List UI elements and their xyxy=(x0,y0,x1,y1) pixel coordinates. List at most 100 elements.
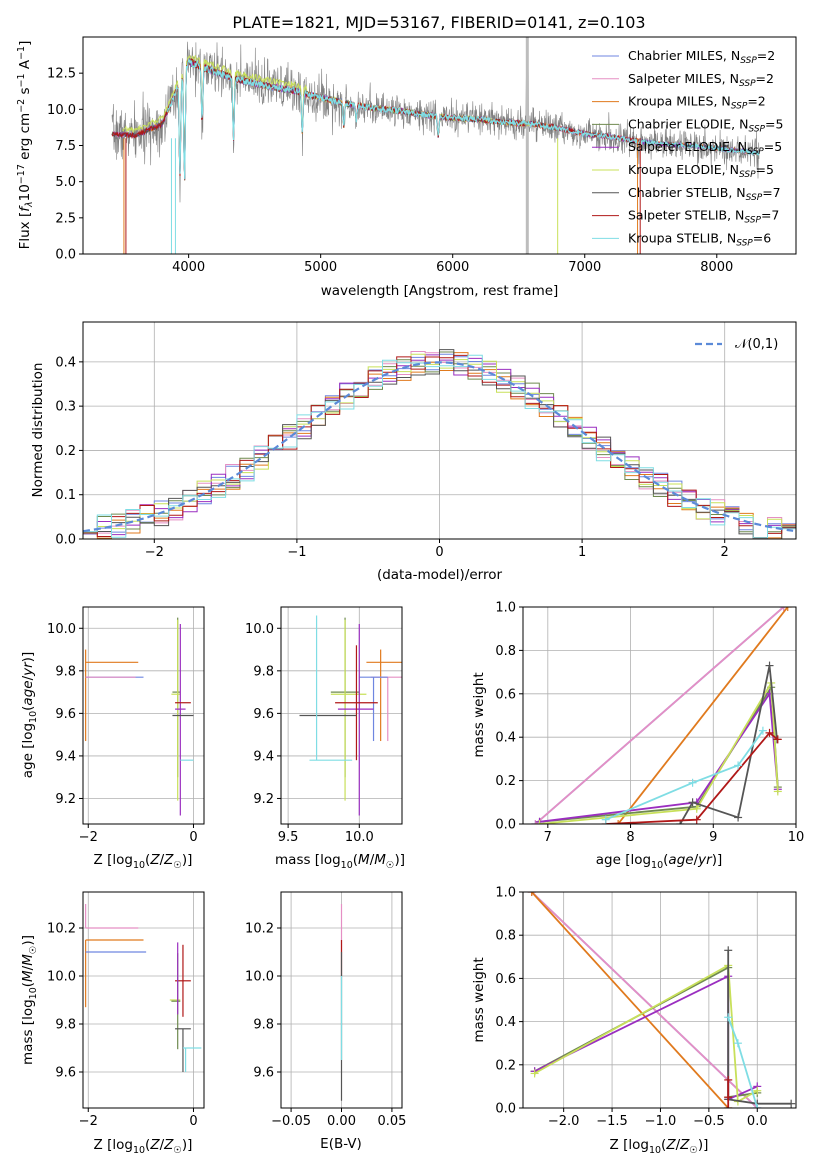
legend-label-salpeter-miles: Salpeter MILES, NSSP=2 xyxy=(628,71,774,89)
weight-marker-kroupa-stelib xyxy=(601,815,610,824)
weight-marker-kroupa-miles xyxy=(614,820,623,824)
y-axis-label: mass weight xyxy=(471,672,487,757)
x-tick-label: 1 xyxy=(578,545,586,560)
y-tick-label: 2.5 xyxy=(55,211,76,226)
legend-sub: SSP xyxy=(739,170,756,180)
label-part: ( xyxy=(663,852,668,868)
weight-line-kroupa-stelib xyxy=(605,730,764,821)
panel-age-vs-Z: −2 09.29.49.69.810.0Z [log10(Z/Z☉)]age [l… xyxy=(20,606,205,871)
legend-eq: =6 xyxy=(753,230,771,245)
model-line-kroupa-stelib xyxy=(166,57,760,180)
y-tick-label: 0.0 xyxy=(495,818,516,833)
weight-line-chabrier-elodie xyxy=(534,966,758,1099)
weight-marker-salpeter-miles xyxy=(779,607,788,611)
y-axis-label: Normed distribution xyxy=(30,363,46,498)
y-tick-label: 9.8 xyxy=(253,664,274,679)
frame-residuals: −2 −1 0 1 2 0.0 0.1 0.2 0.3 0.4 xyxy=(55,321,797,560)
x-tick-label: 9.5 xyxy=(278,830,299,845)
x-tick-label: 5000 xyxy=(304,260,337,275)
x-axis-label: Z [log10(Z/Z☉)] xyxy=(610,1137,709,1156)
x-tick-label: 0 xyxy=(189,830,197,845)
weight-line-chabrier-stelib xyxy=(679,665,778,824)
label-italic: M xyxy=(20,954,36,966)
legend-sub: SSP xyxy=(746,193,763,203)
label-italic: yr xyxy=(697,852,713,868)
label-sub: ☉ xyxy=(386,860,395,871)
y-axis-label: age [log10(age/yr)] xyxy=(20,652,39,778)
weight-marker-kroupa-miles xyxy=(527,892,536,896)
axes-frame xyxy=(82,606,205,825)
weight-marker-chabrier-stelib xyxy=(724,946,733,955)
weight-marker-kroupa-stelib xyxy=(758,726,767,735)
y-label-part: f xyxy=(17,205,33,212)
x-tick-label: 8000 xyxy=(700,260,733,275)
y-tick-label: 9.4 xyxy=(55,749,76,764)
x-tick-label: 0 xyxy=(435,545,443,560)
weight-line-salpeter-miles xyxy=(531,892,758,1108)
y-label-part: Flux [ xyxy=(17,212,33,250)
y-tick-label: 0.4 xyxy=(495,731,516,746)
grid-mass-vs-Z xyxy=(83,892,204,1108)
label-part: ( xyxy=(20,706,36,711)
weight-line-kroupa-elodie xyxy=(539,680,779,824)
legend-eq: =2 xyxy=(757,48,775,63)
plot-area-mass-vs-Z xyxy=(85,904,202,1072)
label-italic: age xyxy=(668,852,693,868)
weight-marker-kroupa-stelib xyxy=(724,1013,733,1022)
weight-line-kroupa-elodie xyxy=(534,963,758,1103)
label-part: age [log xyxy=(596,852,651,868)
y-tick-label: 9.6 xyxy=(55,1066,76,1081)
x-tick-label: 7000 xyxy=(568,260,601,275)
legend-label-kroupa-elodie: Kroupa ELODIE, NSSP=5 xyxy=(628,162,774,180)
weight-marker-kroupa-elodie xyxy=(692,804,701,813)
label-part: age [log xyxy=(20,723,36,778)
label-part: / xyxy=(20,965,36,970)
label-sub: 10 xyxy=(133,1145,145,1156)
label-sub: 10 xyxy=(341,860,353,871)
x-tick-label: −2 xyxy=(145,545,164,560)
label-italic: M xyxy=(20,970,36,982)
x-tick-label: 2 xyxy=(721,545,729,560)
figure-title: PLATE=1821, MJD=53167, FIBERID=0141, z=0… xyxy=(232,13,645,32)
label-sub: 10 xyxy=(28,711,39,723)
legend-sub: SSP xyxy=(744,216,761,226)
label-part: ( xyxy=(145,852,150,868)
label-part: / xyxy=(370,852,375,868)
x-tick-label: 4000 xyxy=(172,260,205,275)
label-italic: yr xyxy=(20,661,36,677)
y-tick-label: 0.2 xyxy=(495,1058,516,1073)
label-part: ( xyxy=(661,1137,666,1153)
plot-area-spectrum xyxy=(111,37,760,254)
plot-area-age-vs-Z xyxy=(85,617,194,816)
label-part: )] xyxy=(712,852,723,868)
y-tick-label: 0.8 xyxy=(495,644,516,659)
y-tick-label: 10.0 xyxy=(245,622,274,637)
panel-residuals: −2 −1 0 1 2 0.0 0.1 0.2 0.3 0.4 𝒩(0,1) (data-model)… xyxy=(30,321,797,583)
x-tick-label: −1 xyxy=(287,545,306,560)
y-tick-label: 0.6 xyxy=(495,687,516,702)
x-tick-label: −1.0 xyxy=(645,1114,677,1129)
label-part: Z [log xyxy=(94,1137,133,1153)
plot-area-weight-vs-Z xyxy=(527,892,796,1108)
y-tick-label: 0.2 xyxy=(495,774,516,789)
y-tick-label: 10.2 xyxy=(245,922,274,937)
panel-mass-vs-EBV: −0.05 0.00 0.05 9.6 9.8 10.0 10.2 E(B-V) xyxy=(245,891,406,1152)
x-tick-label: 0.05 xyxy=(377,1114,406,1129)
weight-line-salpeter-miles xyxy=(534,607,785,824)
label-sub: ☉ xyxy=(173,1145,182,1156)
label-part: )] xyxy=(20,935,36,946)
y-label-part: λ xyxy=(24,201,35,208)
label-part: mass [log xyxy=(20,999,36,1065)
x-tick-label: −2 xyxy=(79,830,98,845)
y-tick-label: 10.0 xyxy=(47,103,76,118)
y-tick-label: 10.0 xyxy=(47,622,76,637)
legend-eq: =7 xyxy=(761,208,779,223)
weight-marker-kroupa-elodie xyxy=(753,1086,762,1095)
legend-sub: SSP xyxy=(740,56,757,66)
y-label-part: −2 xyxy=(16,99,27,113)
y-tick-label: 9.6 xyxy=(55,707,76,722)
panel-spectrum: 4000 5000 6000 7000 8000 0.0 2.5 5.0 7.5 10.0 12.5… xyxy=(16,36,797,299)
plot-area-residuals xyxy=(83,349,796,539)
y-label-part: A xyxy=(17,59,33,73)
